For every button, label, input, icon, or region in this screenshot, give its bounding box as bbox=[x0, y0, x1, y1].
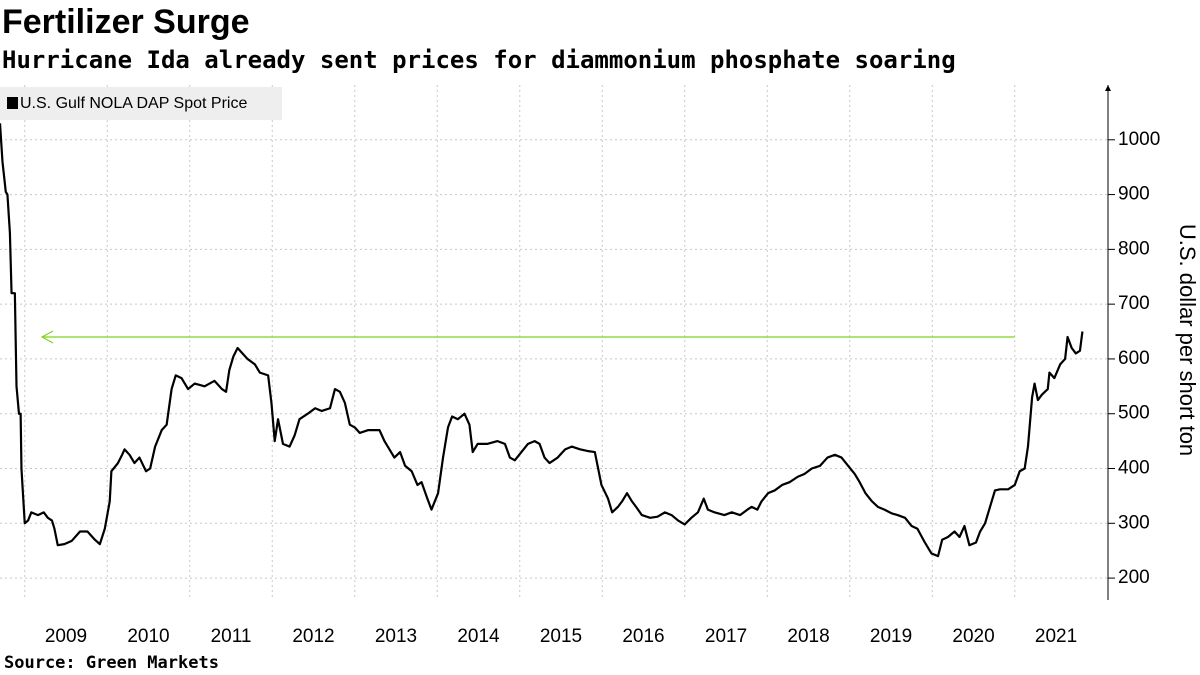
x-tick-label: 2009 bbox=[45, 626, 87, 647]
y-axis-label: U.S. dollar per short ton bbox=[1175, 224, 1200, 456]
grid: 200 300 400 500 600 700 800 900 1000 2009 2010 2011… bbox=[0, 85, 1160, 647]
x-tick-label: 2015 bbox=[540, 626, 582, 647]
x-tick-label: 2016 bbox=[622, 626, 664, 647]
x-tick-label: 2014 bbox=[457, 626, 500, 647]
y-tick-label: 900 bbox=[1118, 184, 1150, 205]
source-note: Source: Green Markets bbox=[4, 653, 219, 673]
x-tick-label: 2013 bbox=[375, 626, 417, 647]
y-tick-label: 600 bbox=[1118, 348, 1150, 369]
x-tick-label: 2019 bbox=[870, 626, 912, 647]
x-tick-label: 2017 bbox=[705, 626, 747, 647]
y-tick-label: 700 bbox=[1118, 293, 1150, 314]
x-tick-label: 2012 bbox=[292, 626, 334, 647]
y-axis-cap bbox=[1105, 85, 1111, 91]
y-tick-label: 400 bbox=[1118, 458, 1150, 479]
legend-swatch bbox=[7, 97, 18, 109]
plot bbox=[0, 123, 1084, 558]
chart-title: Fertilizer Surge bbox=[2, 3, 250, 41]
legend-background bbox=[0, 87, 282, 120]
chart-subtitle: Hurricane Ida already sent prices for di… bbox=[2, 46, 956, 74]
legend-label: U.S. Gulf NOLA DAP Spot Price bbox=[20, 95, 247, 112]
x-tick-label: 2011 bbox=[211, 626, 252, 647]
series-line bbox=[0, 123, 1084, 558]
y-tick-label: 500 bbox=[1118, 403, 1150, 424]
x-tick-label: 2020 bbox=[952, 626, 994, 647]
y-tick-label: 1000 bbox=[1118, 129, 1160, 150]
y-tick-label: 300 bbox=[1118, 512, 1150, 533]
reference-arrow-head bbox=[40, 330, 54, 344]
y-tick-label: 800 bbox=[1118, 238, 1150, 259]
x-tick-label: 2021 bbox=[1035, 626, 1077, 647]
legend: U.S. Gulf NOLA DAP Spot Price bbox=[0, 87, 282, 120]
y-tick-label: 200 bbox=[1118, 567, 1150, 588]
x-tick-label: 2018 bbox=[787, 626, 829, 647]
x-tick-label: 2010 bbox=[127, 626, 169, 647]
